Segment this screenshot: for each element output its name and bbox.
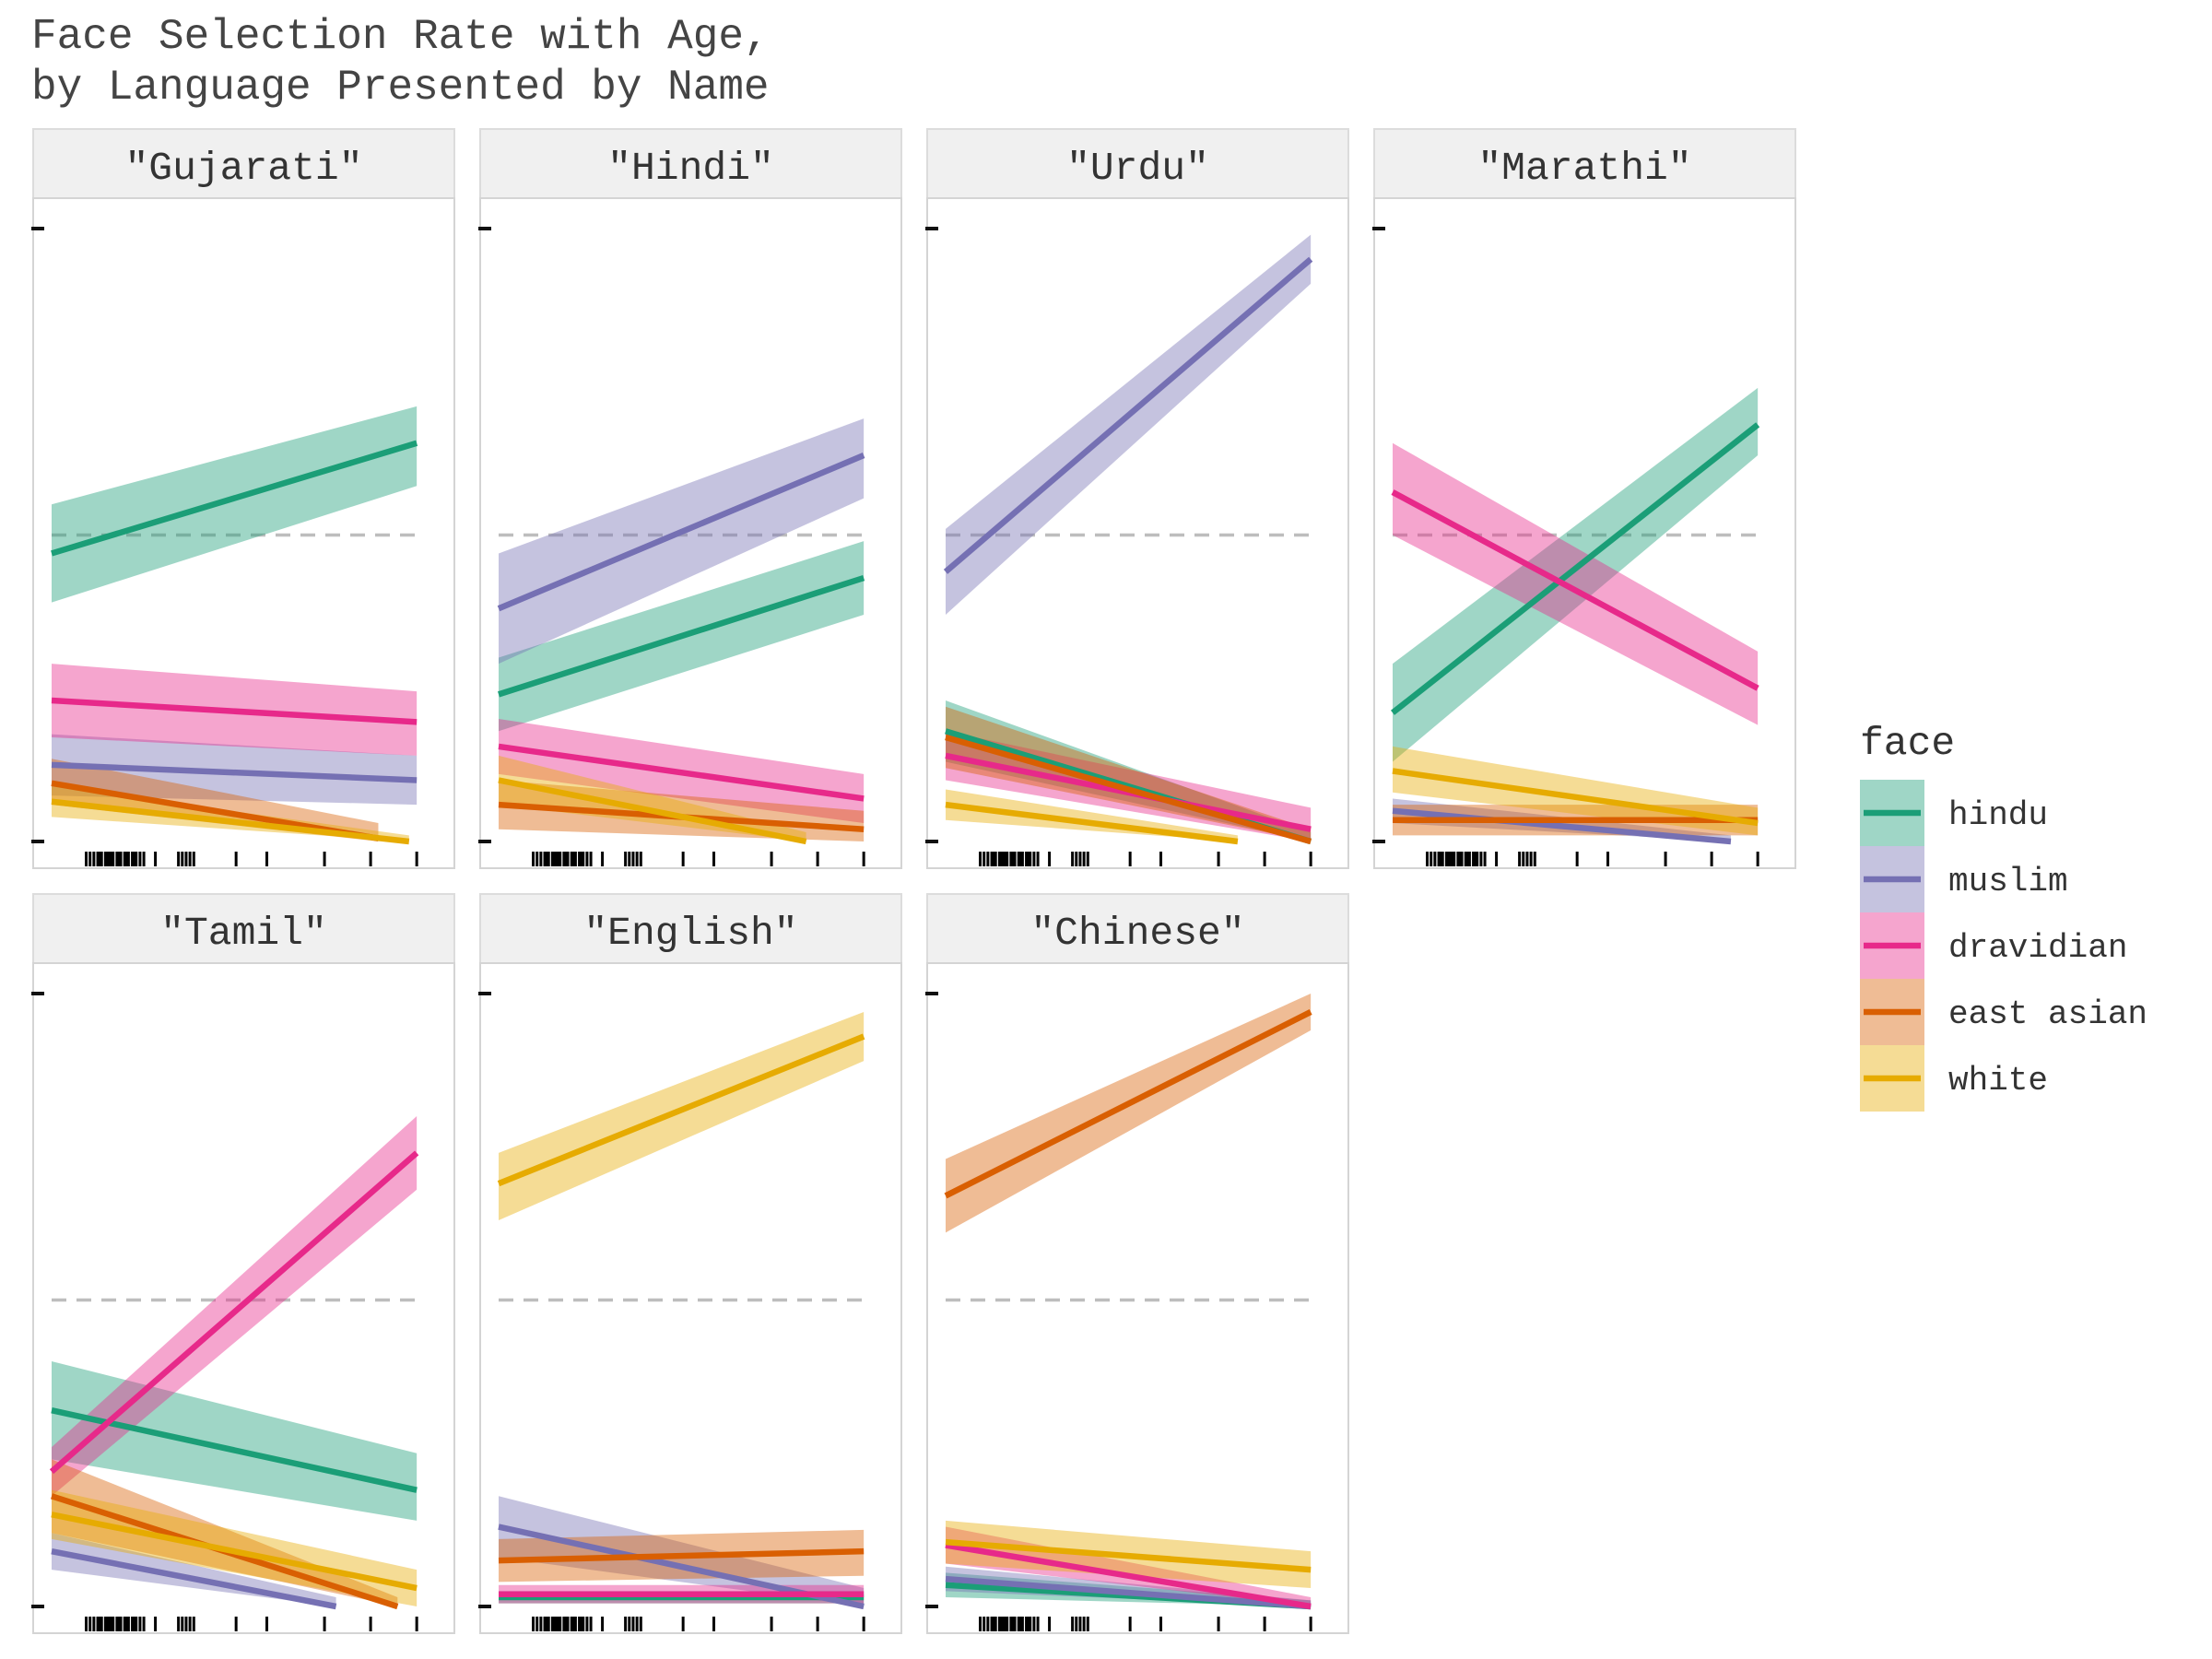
ci-band-muslim xyxy=(499,1496,865,1606)
panel-frame-english xyxy=(479,962,902,1634)
ci-band-white xyxy=(52,1489,418,1606)
series-line-muslim xyxy=(1392,807,1732,845)
strip-gujarati xyxy=(32,128,455,199)
legend-item-hindu: hindu xyxy=(1860,780,2048,846)
legend-item-muslim: muslim xyxy=(1860,846,2068,912)
panel-tamil: "Tamil" xyxy=(31,893,455,1634)
panel-frame-tamil xyxy=(32,962,455,1634)
ci-band-east-asian xyxy=(946,706,1312,841)
ci-band-hindu xyxy=(52,1361,418,1521)
series-line-white xyxy=(51,798,410,845)
panel-frame-chinese xyxy=(926,962,1349,1634)
legend-label-white: white xyxy=(1948,1062,2048,1100)
strip-english xyxy=(479,893,902,964)
legend-item-white: white xyxy=(1860,1045,2048,1112)
ci-band-muslim xyxy=(499,418,865,665)
strip-marathi xyxy=(1373,128,1796,199)
panel-frame-gujarati xyxy=(32,197,455,869)
series-line-dravidian xyxy=(51,697,418,725)
series-line-muslim xyxy=(497,453,865,612)
ci-band-east-asian xyxy=(946,994,1312,1233)
panel-frame-marathi xyxy=(1373,197,1796,869)
series-line-white xyxy=(497,1033,865,1187)
legend-label-east-asian: east asian xyxy=(1948,995,2147,1033)
series-line-white xyxy=(1392,768,1759,827)
panel-chinese: "Chinese" xyxy=(925,893,1349,1634)
ci-band-muslim xyxy=(946,234,1312,615)
legend-item-dravidian: dravidian xyxy=(1860,912,2127,979)
series-line-white xyxy=(51,1512,418,1592)
strip-label-hindi: "Hindi" xyxy=(607,146,774,191)
legend-title: face xyxy=(1860,721,1955,766)
ci-band-muslim xyxy=(946,1566,1312,1606)
chart-title-line-1: Face Selection Rate with Age, xyxy=(31,13,770,61)
series-line-hindu xyxy=(1390,422,1760,715)
legend-item-east-asian: east asian xyxy=(1860,979,2147,1045)
chart-title-line-2: by Language Presented by Name xyxy=(31,64,770,112)
series-line-hindu xyxy=(51,440,418,557)
strip-label-english: "English" xyxy=(583,911,797,956)
ci-band-muslim xyxy=(52,1533,336,1606)
ci-band-dravidian xyxy=(52,1116,418,1497)
series-line-muslim xyxy=(51,761,418,783)
legend-label-dravidian: dravidian xyxy=(1948,929,2127,967)
ci-band-white xyxy=(1393,746,1759,836)
panel-hindi: "Hindi" xyxy=(478,128,902,869)
series-line-dravidian xyxy=(945,1542,1312,1610)
ci-band-hindu xyxy=(1393,387,1759,762)
series-line-muslim xyxy=(945,1575,1312,1610)
strip-hindi xyxy=(479,128,902,199)
facet-panels: "Gujarati" "Hindi" "Urdu" "Marathi" "Tamil" "… xyxy=(31,128,1796,1634)
series-line-dravidian xyxy=(1391,489,1759,691)
panel-frame-urdu xyxy=(926,197,1349,869)
strip-tamil xyxy=(32,893,455,964)
series-line-muslim xyxy=(51,1547,337,1610)
panel-gujarati: "Gujarati" xyxy=(31,128,455,869)
strip-label-urdu: "Urdu" xyxy=(1066,146,1209,191)
series-line-white xyxy=(945,1538,1312,1573)
series-line-white xyxy=(945,801,1239,845)
series-line-hindu xyxy=(498,574,865,698)
ci-band-east-asian xyxy=(52,759,379,841)
series-line-east-asian xyxy=(498,1547,865,1564)
series-line-dravidian xyxy=(49,1150,419,1475)
series-line-east-asian xyxy=(944,1009,1312,1199)
ci-band-muslim xyxy=(52,734,418,806)
strip-label-gujarati: "Gujarati" xyxy=(124,146,362,191)
ci-band-hindu xyxy=(52,406,418,603)
ci-band-white xyxy=(946,789,1238,841)
series-line-white xyxy=(498,777,807,845)
strip-label-chinese: "Chinese" xyxy=(1030,911,1244,956)
ci-band-white xyxy=(499,1011,865,1221)
strip-urdu xyxy=(926,128,1349,199)
series-line-dravidian xyxy=(498,743,865,802)
series-line-hindu xyxy=(51,1407,418,1493)
panel-urdu: "Urdu" xyxy=(925,128,1349,869)
strip-label-tamil: "Tamil" xyxy=(160,911,327,956)
strip-label-marathi: "Marathi" xyxy=(1477,146,1691,191)
panel-english: "English" xyxy=(478,893,902,1634)
legend-label-hindu: hindu xyxy=(1948,796,2048,834)
strip-chinese xyxy=(926,893,1349,964)
panel-marathi: "Marathi" xyxy=(1372,128,1796,869)
legend: face hindu muslim dravidian east asian white xyxy=(1860,721,2147,1112)
series-line-muslim xyxy=(943,256,1313,574)
series-line-east-asian xyxy=(945,734,1312,845)
legend-label-muslim: muslim xyxy=(1948,863,2068,900)
ci-band-hindu xyxy=(946,700,1312,841)
ci-band-dravidian xyxy=(1393,442,1759,725)
